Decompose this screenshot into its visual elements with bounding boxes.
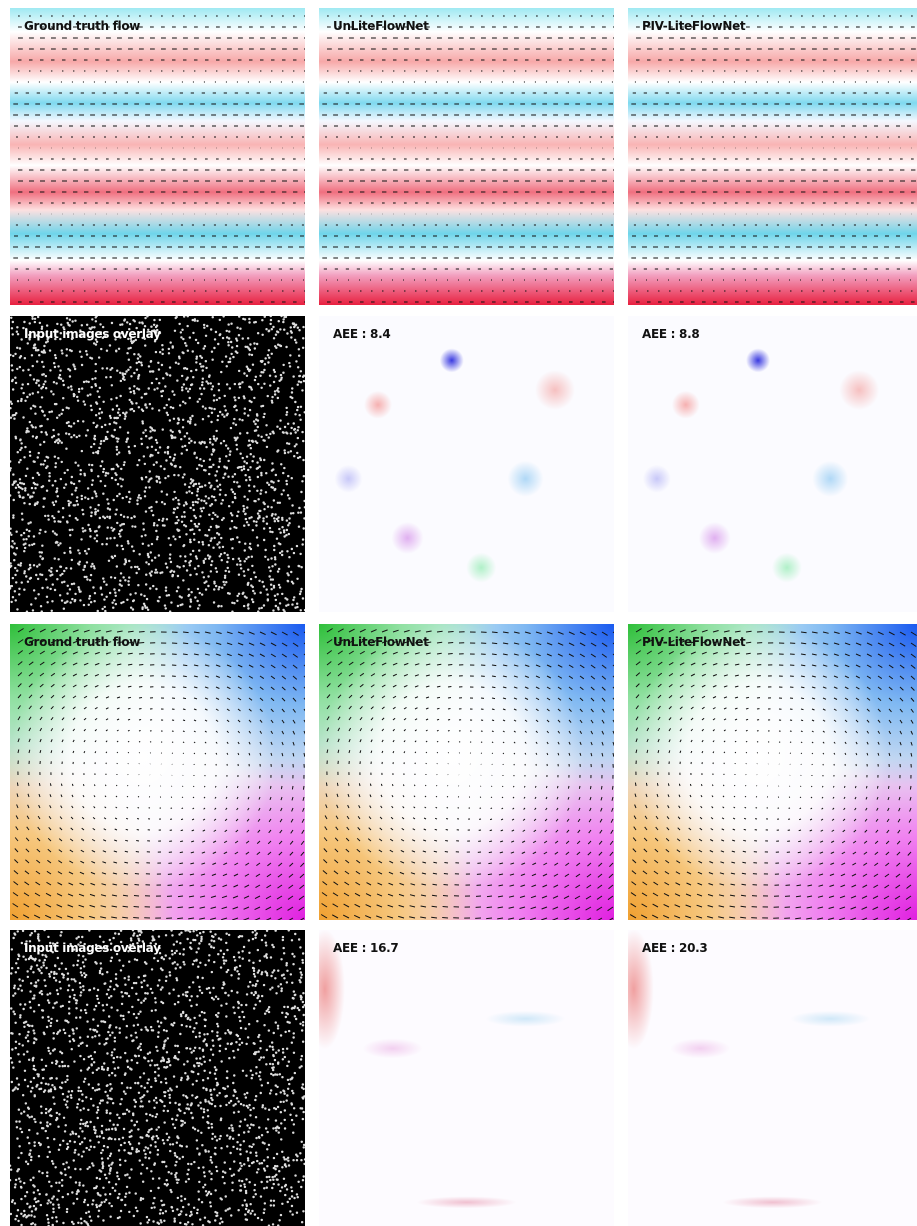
panel-label: UnLiteFlowNet [333,635,429,649]
panel-overlay [10,930,305,1226]
figure: {"rows": [ {"panels": [{"label": "Ground… [0,0,917,1226]
panel-overlay [628,624,917,920]
panel-label: AEE : 8.4 [333,327,390,341]
flow-arrows [631,16,916,302]
panel-overlay [319,8,614,305]
image-panel: AEE : 16.7 [319,930,614,1226]
flow-arrows [321,629,614,921]
image-panel: PIV-LiteFlowNet [628,8,917,305]
image-panel: Ground truth flow [10,8,305,305]
image-panel: Input images overlay [10,316,305,612]
image-panel: AEE : 20.3 [628,930,917,1226]
flow-arrows [12,629,305,921]
panel-label: Input images overlay [24,941,161,955]
panel-overlay [628,8,917,305]
panel-overlay [10,8,305,305]
image-panel: Input images overlay [10,930,305,1226]
panel-overlay [628,930,917,1226]
image-panel: UnLiteFlowNet [319,624,614,920]
panel-label: PIV-LiteFlowNet [642,635,745,649]
particles [10,930,305,1226]
panel-overlay [628,316,917,612]
image-panel: AEE : 8.8 [628,316,917,612]
particles [10,316,305,612]
panel-label: Ground truth flow [24,19,140,33]
panel-label: Input images overlay [24,327,161,341]
panel-label: AEE : 8.8 [642,327,699,341]
image-panel: Ground truth flow [10,624,305,920]
panel-label: AEE : 16.7 [333,941,398,955]
panel-label: UnLiteFlowNet [333,19,429,33]
image-panel: UnLiteFlowNet [319,8,614,305]
flow-arrows [322,16,614,302]
panel-label: AEE : 20.3 [642,941,707,955]
image-panel: PIV-LiteFlowNet [628,624,917,920]
panel-overlay [10,624,305,920]
image-panel: AEE : 8.4 [319,316,614,612]
flow-arrows [630,629,916,920]
panel-label: Ground truth flow [24,635,140,649]
panel-overlay [319,624,614,920]
panel-overlay [319,316,614,612]
panel-overlay [10,316,305,612]
panel-overlay [319,930,614,1226]
panel-label: PIV-LiteFlowNet [642,19,745,33]
flow-arrows [13,16,305,302]
